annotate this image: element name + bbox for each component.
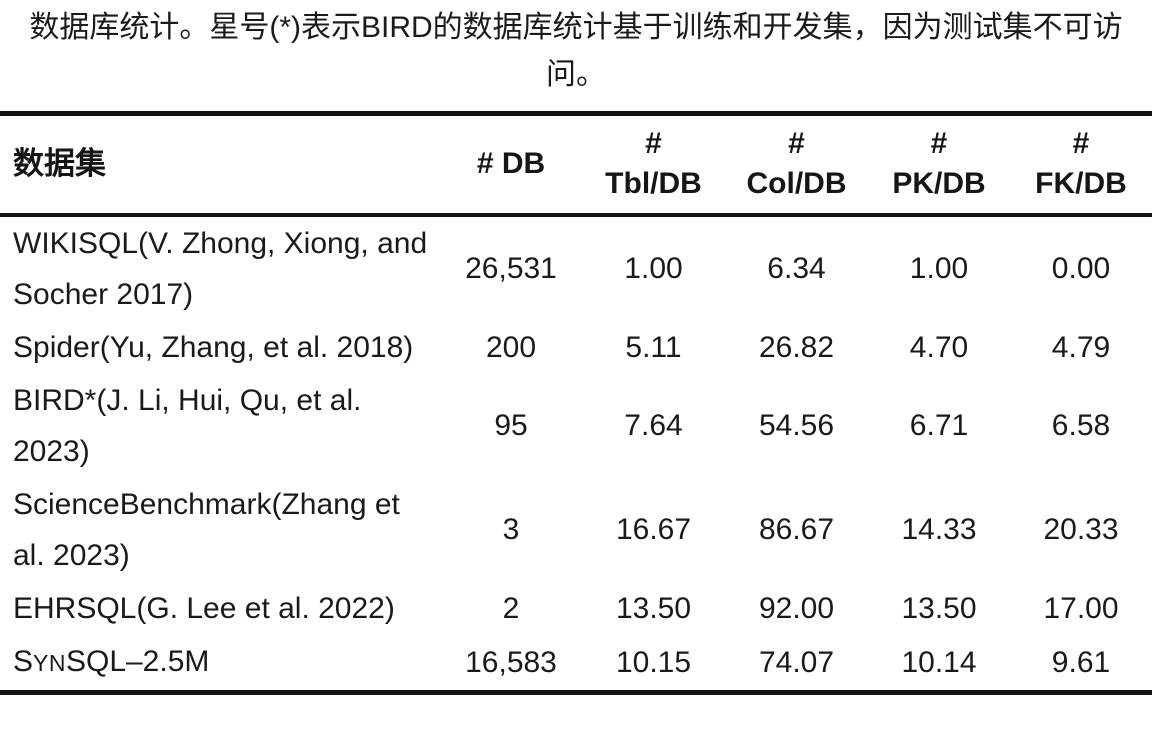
value-cell: 13.50 bbox=[615, 591, 692, 625]
dataset-name-part: SQL–2.5M bbox=[65, 644, 210, 678]
column-header-fk-per-db: # FK/DB bbox=[1035, 127, 1127, 201]
value-cell: 74.07 bbox=[758, 645, 835, 679]
value-cell: 17.00 bbox=[1043, 591, 1119, 625]
dataset-name-part-smallcaps: YN bbox=[33, 649, 66, 676]
column-header-dataset: 数据集 bbox=[13, 146, 106, 182]
value-cell: 0.00 bbox=[1051, 252, 1111, 285]
value-cell: 4.79 bbox=[1051, 330, 1111, 364]
column-header-tbl-per-db: # Tbl/DB bbox=[605, 127, 702, 201]
value-cell: 2 bbox=[502, 591, 520, 625]
dataset-name-part: S bbox=[13, 644, 34, 678]
value-cell: 26.82 bbox=[758, 330, 835, 364]
value-cell: 4.70 bbox=[909, 330, 969, 364]
header-row: 数据集 # DB # Tbl/DB # Col/DB # PK/DB # FK/… bbox=[0, 114, 1152, 215]
table-row-synsql: SYNSQL–2.5M 16,583 10.15 74.07 10.14 9.6… bbox=[0, 635, 1152, 693]
value-cell: 7.64 bbox=[624, 409, 683, 442]
database-statistics-table: 数据集 # DB # Tbl/DB # Col/DB # PK/DB # FK/… bbox=[0, 111, 1152, 695]
value-cell: 10.14 bbox=[901, 645, 977, 679]
dataset-name: WIKISQL(V. Zhong, Xiong, and Socher 2017… bbox=[13, 226, 428, 311]
value-cell: 3 bbox=[502, 513, 520, 546]
table-row-wikisql: WIKISQL(V. Zhong, Xiong, and Socher 2017… bbox=[0, 215, 1152, 321]
value-cell: 1.00 bbox=[909, 252, 969, 285]
dataset-name: Spider(Yu, Zhang, et al. 2018) bbox=[13, 330, 414, 364]
column-header-col-per-db: # Col/DB bbox=[746, 127, 847, 201]
table-row-ehrsql: EHRSQL(G. Lee et al. 2022) 2 13.50 92.00… bbox=[0, 582, 1152, 635]
value-cell: 10.15 bbox=[615, 645, 692, 679]
dataset-name: BIRD*(J. Li, Hui, Qu, et al. 2023) bbox=[13, 383, 362, 468]
value-cell: 13.50 bbox=[901, 591, 977, 625]
dataset-name: SYNSQL–2.5M bbox=[0, 635, 440, 693]
value-cell: 95 bbox=[494, 409, 528, 442]
table-row-bird: BIRD*(J. Li, Hui, Qu, et al. 2023) 95 7.… bbox=[0, 374, 1152, 478]
value-cell: 26,531 bbox=[465, 252, 557, 285]
table-row-spider: Spider(Yu, Zhang, et al. 2018) 200 5.11 … bbox=[0, 321, 1152, 374]
table-row-sciencebenchmark: ScienceBenchmark(Zhang et al. 2023) 3 16… bbox=[0, 478, 1152, 582]
table-caption: 数据库统计。星号(*)表示BIRD的数据库统计基于训练和开发集，因为测试集不可访… bbox=[29, 11, 1123, 91]
dataset-name: EHRSQL(G. Lee et al. 2022) bbox=[13, 591, 395, 625]
value-cell: 6.71 bbox=[909, 409, 969, 442]
value-cell: 6.58 bbox=[1051, 409, 1111, 442]
value-cell: 16,583 bbox=[465, 645, 557, 679]
value-cell: 5.11 bbox=[625, 330, 682, 364]
value-cell: 54.56 bbox=[758, 409, 835, 442]
value-cell: 1.00 bbox=[624, 252, 683, 285]
value-cell: 6.34 bbox=[767, 252, 826, 285]
value-cell: 86.67 bbox=[758, 513, 835, 546]
value-cell: 20.33 bbox=[1043, 513, 1119, 546]
value-cell: 14.33 bbox=[901, 513, 977, 546]
value-cell: 200 bbox=[485, 330, 537, 364]
column-header-db: # DB bbox=[476, 147, 546, 181]
column-header-pk-per-db: # PK/DB bbox=[892, 127, 986, 201]
value-cell: 92.00 bbox=[758, 591, 835, 625]
dataset-name: ScienceBenchmark(Zhang et al. 2023) bbox=[13, 487, 400, 572]
value-cell: 16.67 bbox=[615, 513, 692, 546]
value-cell: 9.61 bbox=[1051, 645, 1111, 679]
